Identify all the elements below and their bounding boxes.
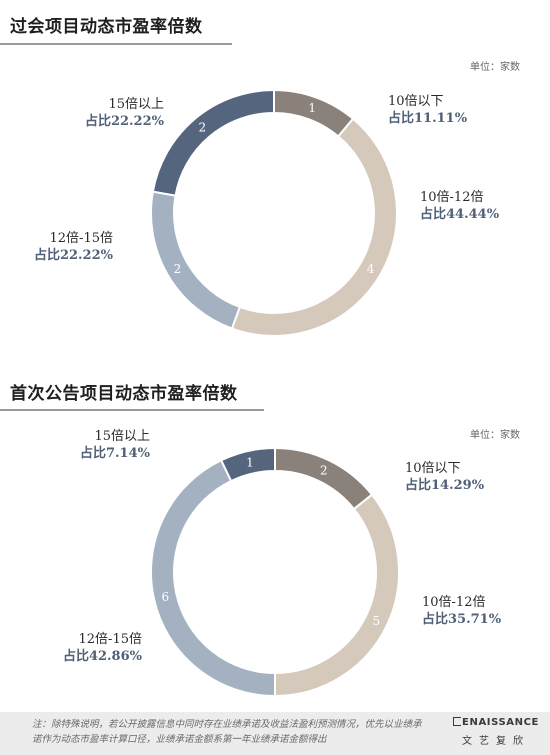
chart-2-title: 首次公告项目动态市盈率倍数 — [10, 384, 238, 404]
chart-2-label-12-15: 12倍-15倍 占比42.86% — [42, 631, 142, 665]
chart-1-slice-above15 — [151, 88, 275, 197]
footer-note: 注：除特殊说明，若公开披露信息中同时存在业绩承诺及收益法盈利预测情况，优先以业绩… — [32, 719, 422, 745]
chart-2-donut: 2 5 6 1 — [150, 446, 400, 698]
chart-1-title-rule — [0, 43, 232, 45]
chart-2-value-label-above15: 1 — [246, 455, 254, 469]
chart-1-slice-12-15 — [150, 190, 242, 330]
chart-2-category-12-15: 12倍-15倍 — [78, 632, 142, 647]
chart-2-title-rule — [0, 409, 264, 411]
chart-1-slice-10-12 — [230, 117, 398, 337]
chart-1-category-above15: 15倍以上 — [108, 97, 164, 112]
chart-2-unit: 单位：家数 — [470, 430, 520, 441]
chart-1-share-12-15: 占比22.22% — [33, 248, 113, 263]
chart-1-unit: 单位：家数 — [470, 62, 520, 73]
chart-2-slice-12-15 — [150, 458, 276, 698]
chart-2-value-label-below10: 2 — [320, 464, 328, 478]
chart-1-category-12-15: 12倍-15倍 — [49, 231, 113, 246]
chart-1-value-label-10-12: 4 — [367, 262, 375, 276]
chart-2-label-above15: 15倍以上 占比7.14% — [62, 428, 150, 462]
chart-1-value-label-above15: 2 — [199, 121, 207, 135]
chart-1-label-10-12: 10倍-12倍 占比44.44% — [420, 189, 499, 223]
chart-2-category-below10: 10倍以下 — [405, 461, 461, 476]
chart-1-share-10-12: 占比44.44% — [420, 207, 500, 222]
chart-1-title: 过会项目动态市盈率倍数 — [10, 17, 203, 37]
chart-1-donut: 1 4 2 2 — [150, 88, 398, 337]
chart-2-slice-below10 — [274, 446, 374, 511]
brand-logo: ENAISSANCE 文艺复欣 — [448, 717, 544, 747]
chart-2-share-above15: 占比7.14% — [79, 446, 150, 461]
chart-1-label-below10: 10倍以下 占比11.11% — [388, 93, 467, 127]
brand-logo-en: ENAISSANCE — [448, 717, 544, 728]
chart-2-label-10-12: 10倍-12倍 占比35.71% — [422, 594, 501, 628]
chart-1-category-below10: 10倍以下 — [388, 94, 444, 109]
chart-2-value-label-12-15: 6 — [162, 590, 170, 604]
footer-band — [0, 712, 550, 755]
chart-1-label-12-15: 12倍-15倍 占比22.22% — [18, 230, 113, 264]
chart-2-share-12-15: 占比42.86% — [62, 649, 142, 664]
brand-logo-en-text: ENAISSANCE — [462, 717, 539, 728]
chart-1-value-label-below10: 1 — [308, 101, 316, 115]
chart-2-slice-above15 — [219, 446, 276, 483]
chart-2-label-below10: 10倍以下 占比14.29% — [405, 460, 484, 494]
chart-1-label-above15: 15倍以上 占比22.22% — [60, 96, 164, 130]
chart-1-share-below10: 占比11.11% — [388, 111, 468, 126]
chart-2-slice-10-12 — [274, 493, 400, 698]
chart-2-share-below10: 占比14.29% — [405, 478, 485, 493]
chart-1-category-10-12: 10倍-12倍 — [420, 190, 484, 205]
chart-1-value-label-12-15: 2 — [174, 262, 182, 276]
chart-2-value-label-10-12: 5 — [373, 614, 381, 628]
chart-2-category-10-12: 10倍-12倍 — [422, 595, 486, 610]
brand-r-mark-icon — [453, 717, 462, 726]
chart-2-category-above15: 15倍以上 — [94, 429, 150, 444]
brand-logo-cn: 文艺复欣 — [462, 736, 530, 747]
chart-1-share-above15: 占比22.22% — [84, 114, 164, 129]
chart-2-share-10-12: 占比35.71% — [422, 612, 502, 627]
